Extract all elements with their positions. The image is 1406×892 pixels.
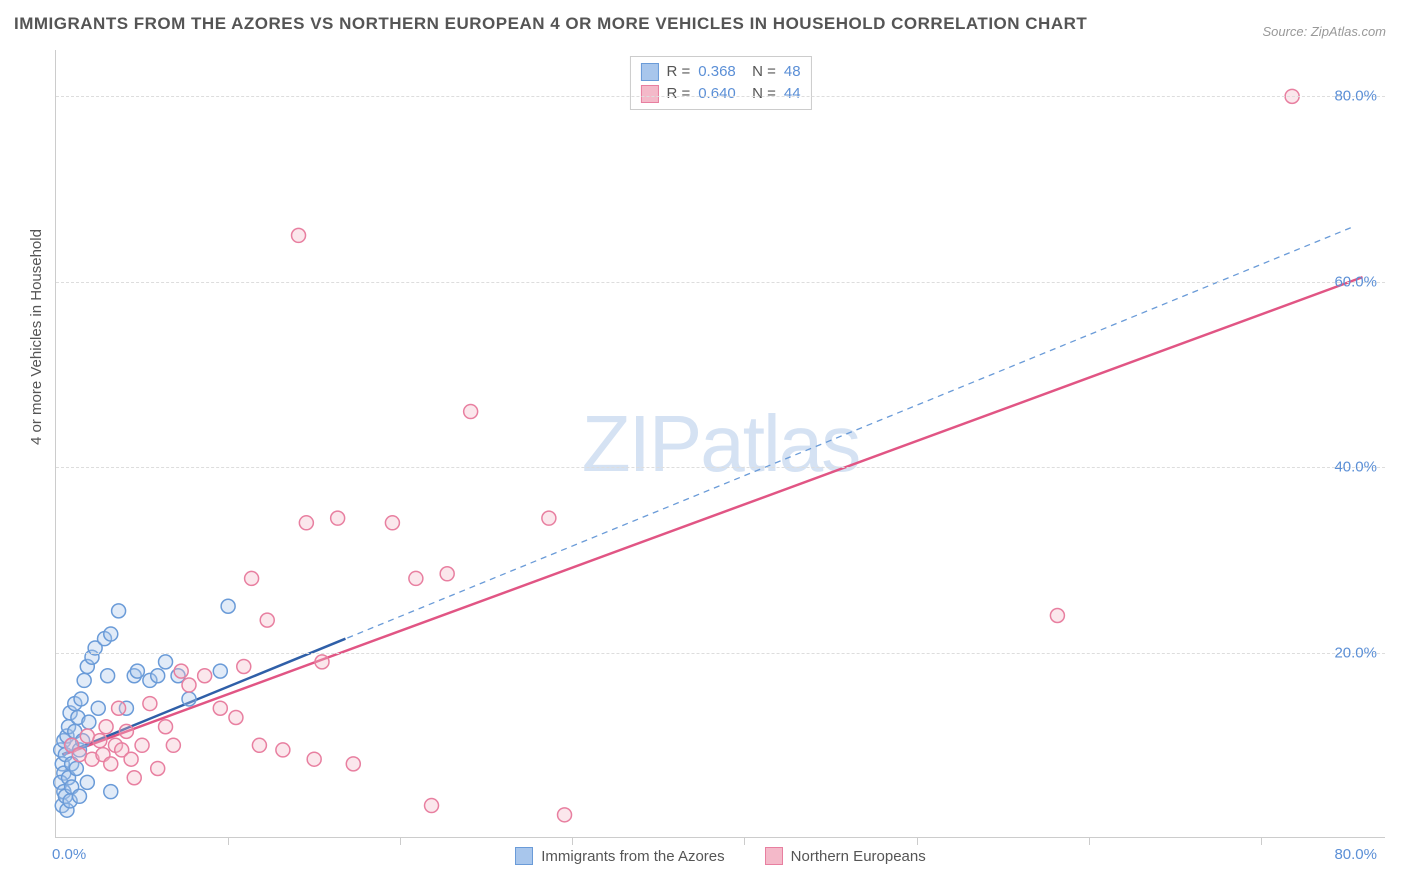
legend-item-0: Immigrants from the Azores [515, 847, 724, 865]
plot-svg [56, 50, 1385, 837]
data-point [166, 738, 180, 752]
xtick [744, 837, 745, 845]
data-point [276, 743, 290, 757]
chart-area: ZIPatlas R = 0.368 N = 48 R = 0.640 N = … [55, 50, 1385, 838]
legend-stats-row-1: R = 0.640 N = 44 [640, 83, 800, 105]
xtick [1261, 837, 1262, 845]
data-point [112, 701, 126, 715]
data-point [464, 405, 478, 419]
data-point [82, 715, 96, 729]
x-end-label: 80.0% [1334, 846, 1377, 863]
y-axis-label: 4 or more Vehicles in Household [28, 229, 45, 445]
legend-stats: R = 0.368 N = 48 R = 0.640 N = 44 [629, 56, 811, 110]
data-point [299, 516, 313, 530]
data-point [425, 799, 439, 813]
data-point [558, 808, 572, 822]
stat-n-label-1: N = [744, 83, 776, 105]
xtick [1089, 837, 1090, 845]
data-point [151, 761, 165, 775]
data-point [213, 664, 227, 678]
data-point [292, 228, 306, 242]
data-point [331, 511, 345, 525]
data-point [237, 659, 251, 673]
gridline-h [56, 282, 1385, 283]
xtick [400, 837, 401, 845]
data-point [101, 669, 115, 683]
source-label: Source: ZipAtlas.com [1262, 24, 1386, 39]
trend-line [64, 277, 1363, 754]
data-point [99, 720, 113, 734]
data-point [130, 664, 144, 678]
legend-bottom-swatch-0 [515, 847, 533, 865]
stat-n-label-0: N = [744, 61, 776, 83]
legend-bottom: Immigrants from the Azores Northern Euro… [56, 847, 1385, 865]
legend-swatch-0 [640, 63, 658, 81]
stat-r-1: 0.640 [698, 83, 736, 105]
data-point [182, 692, 196, 706]
gridline-h [56, 467, 1385, 468]
data-point [104, 757, 118, 771]
ytick-label: 60.0% [1334, 273, 1377, 290]
data-point [252, 738, 266, 752]
legend-swatch-1 [640, 85, 658, 103]
data-point [245, 571, 259, 585]
data-point [440, 567, 454, 581]
data-point [346, 757, 360, 771]
data-point [542, 511, 556, 525]
legend-item-label-0: Immigrants from the Azores [541, 848, 724, 865]
data-point [91, 701, 105, 715]
data-point [135, 738, 149, 752]
data-point [260, 613, 274, 627]
stat-r-label-0: R = [666, 61, 690, 83]
legend-bottom-swatch-1 [765, 847, 783, 865]
data-point [159, 655, 173, 669]
data-point [80, 775, 94, 789]
ytick-label: 80.0% [1334, 88, 1377, 105]
stat-n-0: 48 [784, 61, 801, 83]
data-point [385, 516, 399, 530]
data-point [124, 752, 138, 766]
stat-r-0: 0.368 [698, 61, 736, 83]
data-point [112, 604, 126, 618]
data-point [127, 771, 141, 785]
data-point [93, 734, 107, 748]
xtick [917, 837, 918, 845]
gridline-h [56, 96, 1385, 97]
data-point [198, 669, 212, 683]
ytick-label: 20.0% [1334, 644, 1377, 661]
gridline-h [56, 653, 1385, 654]
data-point [315, 655, 329, 669]
data-point [307, 752, 321, 766]
data-point [72, 789, 86, 803]
stat-r-label-1: R = [666, 83, 690, 105]
data-point [213, 701, 227, 715]
data-point [182, 678, 196, 692]
data-point [221, 599, 235, 613]
legend-item-1: Northern Europeans [765, 847, 926, 865]
data-point [174, 664, 188, 678]
data-point [77, 673, 91, 687]
xtick [228, 837, 229, 845]
data-point [159, 720, 173, 734]
data-point [104, 627, 118, 641]
data-point [409, 571, 423, 585]
legend-stats-row-0: R = 0.368 N = 48 [640, 61, 800, 83]
xtick [572, 837, 573, 845]
data-point [151, 669, 165, 683]
data-point [74, 692, 88, 706]
data-point [104, 785, 118, 799]
data-point [69, 761, 83, 775]
stat-n-1: 44 [784, 83, 801, 105]
data-point [119, 724, 133, 738]
ytick-label: 40.0% [1334, 459, 1377, 476]
data-point [1050, 609, 1064, 623]
data-point [229, 710, 243, 724]
legend-item-label-1: Northern Europeans [791, 848, 926, 865]
chart-title: IMMIGRANTS FROM THE AZORES VS NORTHERN E… [14, 14, 1087, 34]
data-point [143, 697, 157, 711]
x-origin-label: 0.0% [52, 846, 86, 863]
